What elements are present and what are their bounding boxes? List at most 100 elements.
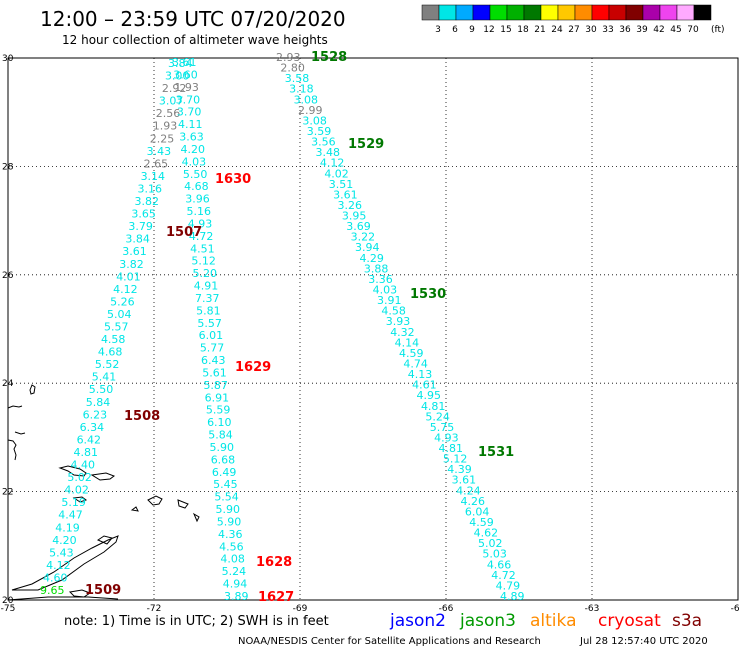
swh-value: 4.81: [439, 442, 464, 455]
swh-value: 6.34: [80, 421, 105, 434]
swh-value: 4.12: [320, 157, 345, 170]
lat-label: 22: [2, 488, 13, 498]
pass-label: 1507: [166, 225, 202, 240]
swh-value: 3.96: [185, 193, 210, 206]
legend-swatch: [421, 4, 440, 21]
swh-value: 6.49: [212, 466, 237, 479]
map-subtitle: 12 hour collection of altimeter wave hei…: [62, 33, 328, 47]
swh-value: 4.72: [491, 569, 516, 582]
swh-value: 4.24: [456, 484, 481, 497]
swh-track-a: 3.843.002.923.072.561.932.253.432.653.14…: [40, 57, 193, 597]
swh-value: 9.65: [40, 584, 65, 597]
lat-label: 28: [2, 162, 14, 172]
swh-value: 4.81: [421, 400, 446, 413]
swh-value: 5.84: [86, 396, 111, 409]
pass-label: 1628: [256, 555, 292, 570]
footer-note: note: 1) Time is in UTC; 2) SWH is in fe…: [64, 614, 329, 629]
swh-value: 4.60: [43, 571, 68, 584]
swh-value: 3.36: [368, 273, 393, 286]
swh-value: 4.59: [399, 347, 424, 360]
satellite-legend: jason2 jason3 altika cryosat s3a: [389, 611, 702, 631]
swh-value: 5.90: [216, 503, 241, 516]
swh-value: 3.95: [342, 210, 367, 223]
pass-label: 1530: [410, 287, 446, 302]
legend-label: 33: [602, 25, 613, 35]
swh-value: 6.91: [205, 391, 230, 404]
lat-label: 24: [2, 379, 14, 389]
swh-value: 5.77: [200, 342, 225, 355]
swh-value: 4.93: [434, 431, 459, 444]
swh-value: 4.72: [189, 230, 214, 243]
swh-value: 7.37: [195, 292, 220, 305]
swh-value: 3.69: [346, 220, 371, 233]
swh-value: 3.60: [173, 68, 198, 81]
swh-value: 5.50: [89, 383, 114, 396]
swh-value: 3.61: [172, 56, 197, 69]
swh-value: 5.20: [193, 267, 218, 280]
swh-value: 2.92: [162, 82, 187, 95]
footer-credit: NOAA/NESDIS Center for Satellite Applica…: [238, 636, 541, 647]
legend-label: 70: [687, 25, 699, 35]
swh-value: 5.54: [214, 491, 239, 504]
swh-value: 5.87: [203, 379, 228, 392]
pass-label: 1531: [478, 445, 514, 460]
swh-value: 5.02: [478, 537, 503, 550]
swh-value: 4.29: [359, 252, 384, 265]
swh-value: 6.23: [83, 408, 108, 421]
swh-value: 4.12: [113, 283, 137, 296]
lon-label: -66: [439, 604, 454, 614]
swh-value: 5.16: [187, 205, 212, 218]
lat-label: 20: [2, 596, 14, 606]
swh-value: 4.12: [46, 559, 71, 572]
swh-value: 3.89: [224, 590, 249, 603]
swh-value: 5.24: [222, 565, 247, 578]
swh-value: 5.12: [191, 255, 216, 268]
swh-value: 3.61: [122, 245, 146, 258]
pass-label: 1508: [124, 409, 160, 424]
swh-value: 5.02: [67, 471, 92, 484]
lat-label: 30: [2, 54, 14, 64]
legend-swatch: [472, 4, 491, 21]
legend-swatch: [506, 4, 525, 21]
legend-swatch: [523, 4, 542, 21]
swh-value: 3.26: [337, 199, 362, 212]
swh-value: 5.61: [202, 366, 227, 379]
lon-label: -60: [731, 604, 740, 614]
longitude-labels: -75 -72 -69 -66 -63 -60: [1, 604, 740, 614]
legend-label: 3: [435, 25, 441, 35]
swh-value: 5.90: [209, 441, 234, 454]
swh-value: 3.56: [311, 136, 336, 149]
swh-value: 4.19: [55, 521, 80, 534]
swh-value: 4.95: [417, 389, 442, 402]
swh-value: 5.57: [104, 321, 129, 334]
swh-value: 2.80: [280, 62, 305, 75]
swh-value: 4.02: [64, 484, 89, 497]
swh-value: 1.93: [174, 81, 199, 94]
swh-value: 4.81: [74, 446, 99, 459]
lon-label: -72: [147, 604, 162, 614]
swh-value: 5.52: [95, 358, 120, 371]
swh-value: 3.79: [128, 220, 153, 233]
legend-swatch: [591, 4, 610, 21]
swh-value: 5.03: [482, 548, 507, 561]
legend-label: 27: [568, 25, 579, 35]
swh-value: 4.32: [390, 326, 415, 339]
satellite-legend-item: jason2: [389, 611, 446, 631]
swh-value: 3.00: [165, 70, 190, 83]
legend-swatch: [574, 4, 593, 21]
legend-label: 12: [483, 25, 494, 35]
footer-timestamp: Jul 28 12:57:40 UTC 2020: [579, 636, 708, 647]
swh-value: 5.12: [443, 453, 468, 466]
swh-value: 4.47: [58, 509, 83, 522]
legend-swatch: [455, 4, 474, 21]
swh-value: 2.65: [144, 157, 169, 170]
swh-value: 3.88: [364, 262, 389, 275]
swh-value: 3.58: [285, 72, 310, 85]
swh-value: 3.91: [377, 294, 402, 307]
swh-value: 4.14: [395, 336, 420, 349]
legend-label: 15: [500, 25, 511, 35]
swh-value: 6.68: [211, 453, 236, 466]
swh-value: 4.02: [324, 167, 349, 180]
swh-value: 4.03: [373, 284, 398, 297]
